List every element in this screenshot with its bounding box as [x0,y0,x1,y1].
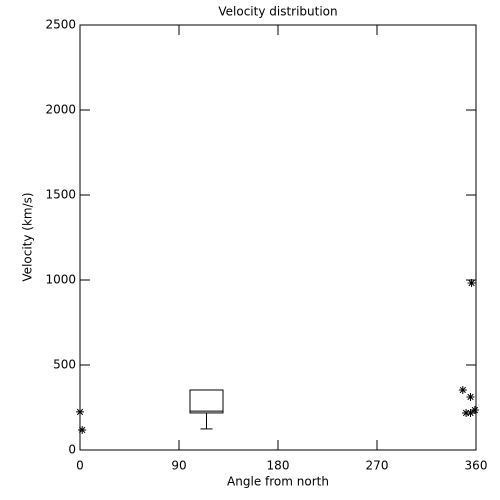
y-tick-label: 0 [68,443,76,457]
outlier [78,425,87,434]
chart-title: Velocity distribution [218,5,337,19]
y-axis-label: Velocity (km/s) [21,192,35,281]
y-tick-label: 2500 [45,18,76,32]
outlier [76,407,84,416]
outlier [466,392,475,401]
y-tick-label: 1000 [45,273,76,287]
box [189,389,224,414]
x-tick-label: 90 [171,459,186,473]
plot-frame [79,24,477,451]
x-tick-label: 270 [366,459,389,473]
x-axis-label: Angle from north [227,475,329,489]
outlier [467,279,476,288]
outlier [458,385,467,394]
y-tick-label: 1500 [45,188,76,202]
y-tick-label: 2000 [45,103,76,117]
outlier [462,408,471,417]
x-tick-label: 180 [267,459,290,473]
outlier [470,406,479,415]
outlier [466,408,475,417]
x-tick-label: 0 [76,459,84,473]
x-tick-label: 360 [465,459,488,473]
y-tick-label: 500 [53,358,76,372]
